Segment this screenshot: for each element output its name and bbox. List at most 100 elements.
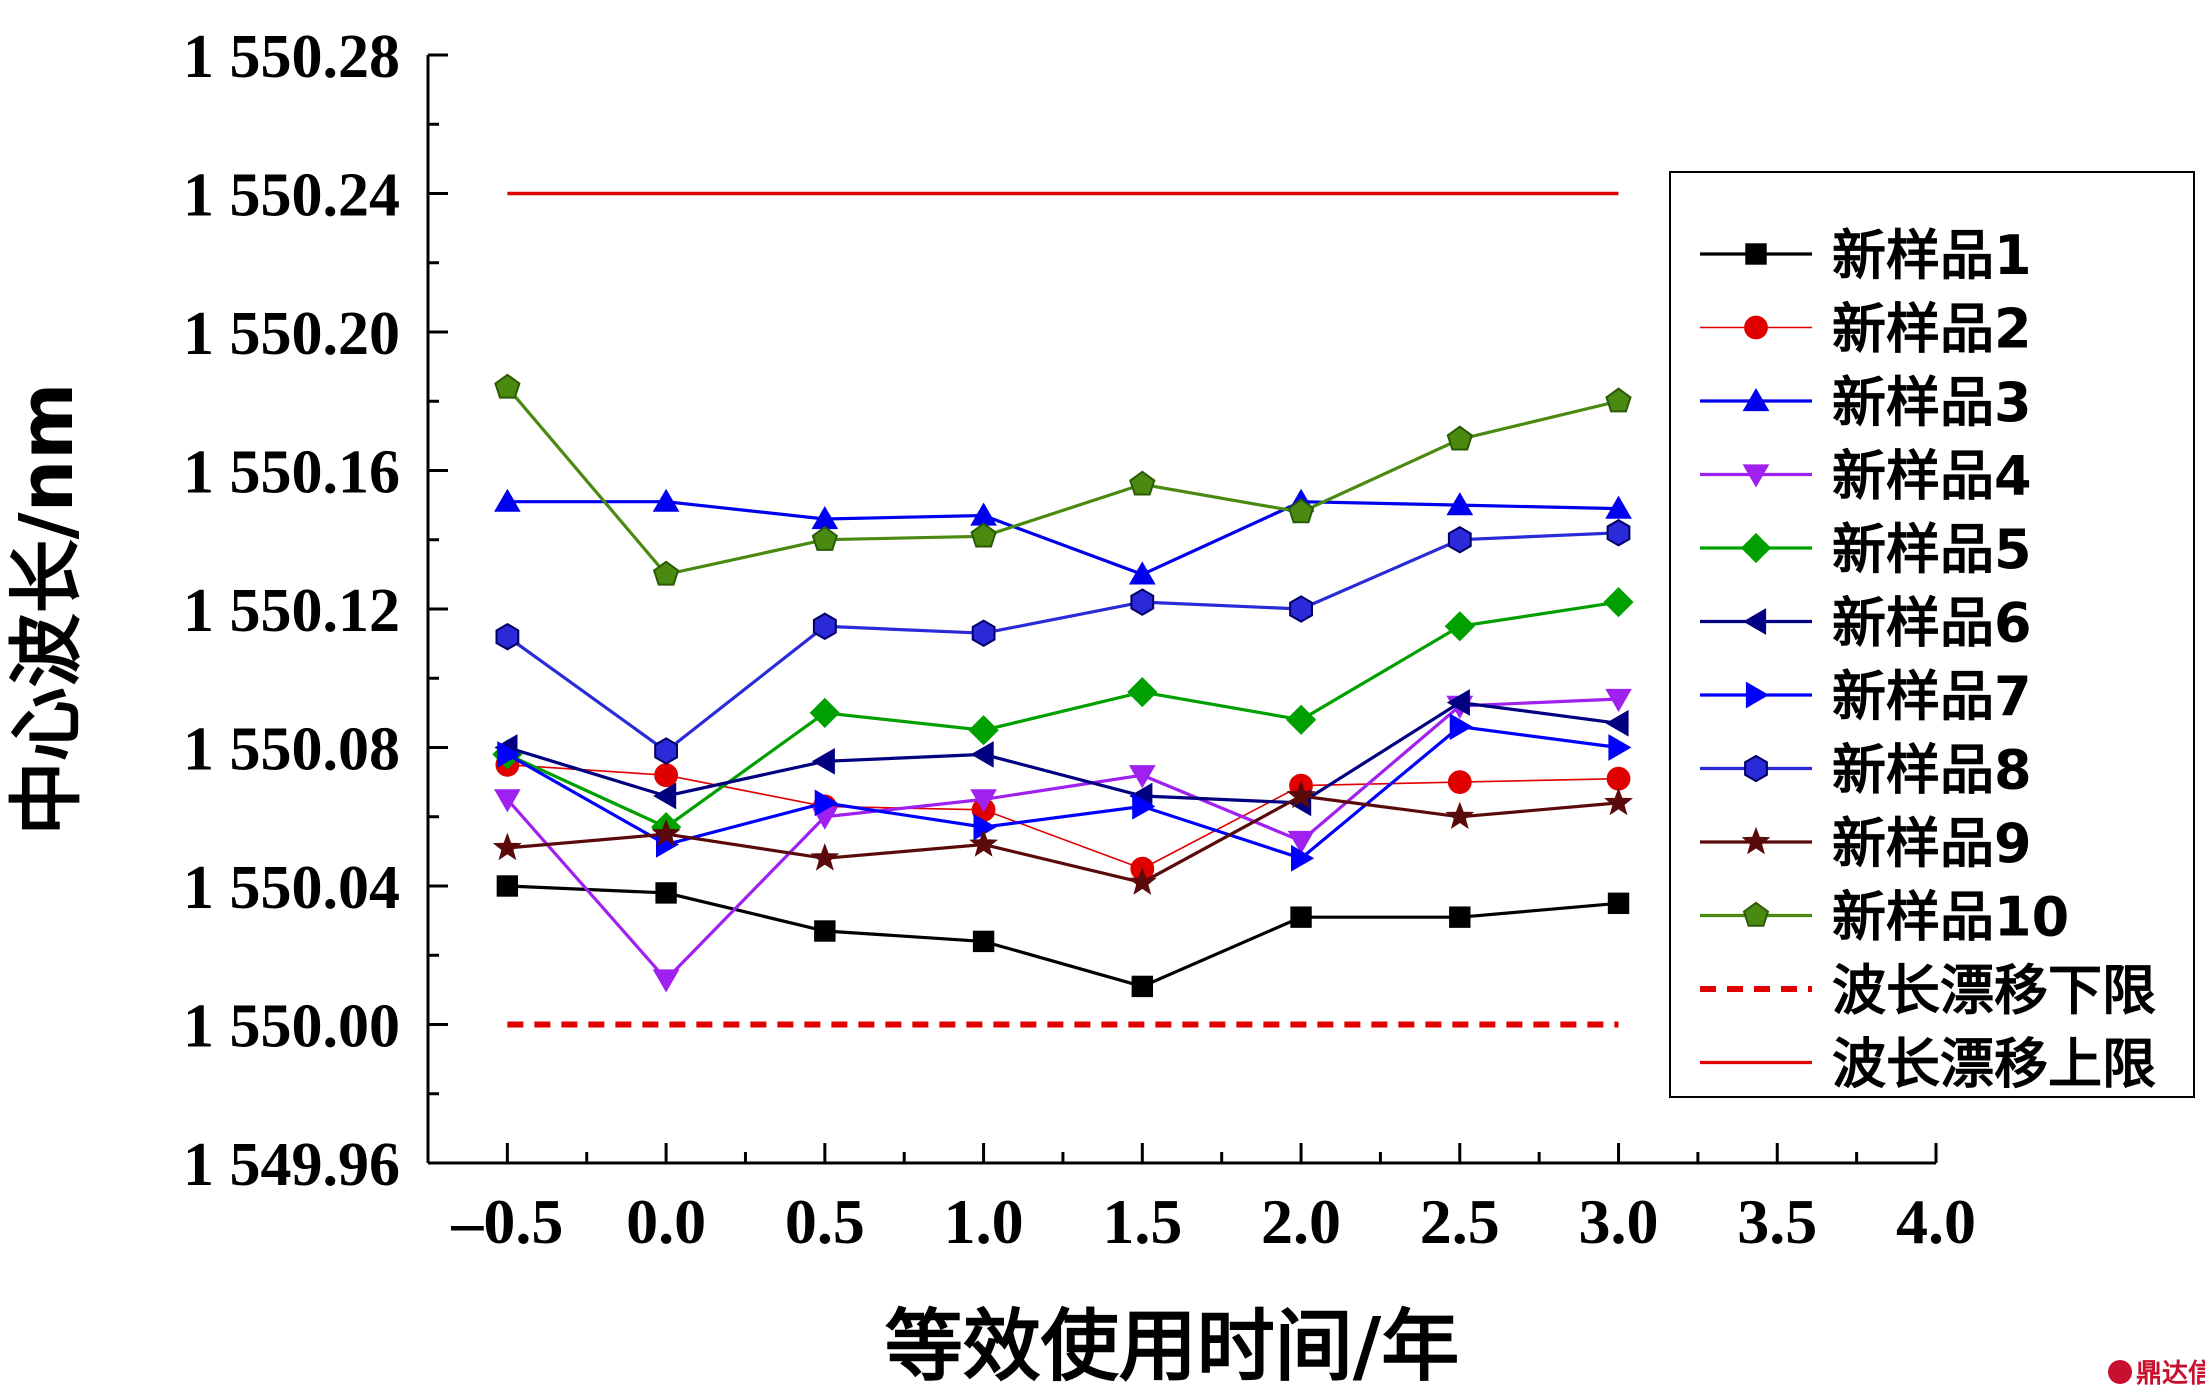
series-line xyxy=(506,600,1619,829)
star-marker xyxy=(1127,867,1157,895)
legend-label: 新样品9 xyxy=(1832,812,2032,875)
legend-item: 新样品6 xyxy=(1700,592,2032,655)
square-marker xyxy=(1290,906,1312,928)
y-axis-title: 中心波长/nm xyxy=(4,383,90,836)
star-marker xyxy=(969,829,999,857)
legend-item: 新样品8 xyxy=(1700,739,2032,802)
triangle-up-marker xyxy=(494,488,521,512)
series-1 xyxy=(496,875,1630,998)
x-tick-label: 1.5 xyxy=(1102,1186,1182,1257)
triangle-left-marker xyxy=(1743,608,1767,635)
triangle-down-marker xyxy=(1128,765,1156,789)
triangle-right-marker xyxy=(497,741,521,768)
pentagon-marker xyxy=(652,560,680,586)
legend-items: 新样品1 新样品2 新样品3 新样品4 新样品5 新样品6 新样品7 新样品8 新样品9 新样品1… xyxy=(1700,224,2156,1096)
triangle-down-marker xyxy=(652,969,680,993)
legend-label: 新样品6 xyxy=(1832,592,2032,655)
hexagon-marker xyxy=(1606,519,1631,547)
triangle-right-marker xyxy=(1449,713,1473,741)
legend-item: 新样品10 xyxy=(1700,886,2069,949)
triangle-left-marker xyxy=(1446,689,1470,716)
star-marker xyxy=(810,843,840,871)
series-line xyxy=(506,697,1619,982)
pentagon-marker xyxy=(1287,498,1315,524)
tick-labels: 1 549.96 1 550.00 1 550.04 1 550.08 1 550.12… xyxy=(183,23,1976,1257)
triangle-right-marker xyxy=(814,789,838,817)
hexagon-marker xyxy=(971,619,996,647)
diamond-marker xyxy=(968,715,999,746)
y-tick-label: 1 549.96 xyxy=(183,1131,400,1199)
legend-label: 新样品1 xyxy=(1832,224,2032,287)
series-9 xyxy=(492,780,1634,895)
legend-item: 波长漂移下限 xyxy=(1700,959,2156,1022)
legend-label: 波长漂移上限 xyxy=(1832,1033,2156,1096)
axes xyxy=(426,53,1938,1165)
pentagon-marker xyxy=(494,373,521,399)
series-8 xyxy=(495,519,1631,765)
legend-label: 新样品8 xyxy=(1832,739,2032,802)
legend-item: 新样品4 xyxy=(1700,445,2032,508)
y-tick-label: 1 550.28 xyxy=(183,23,400,91)
star-marker xyxy=(1286,780,1316,809)
series-line xyxy=(507,794,1619,885)
square-marker xyxy=(972,930,995,953)
y-tick-label: 1 550.24 xyxy=(183,162,400,230)
x-tick-label: 3.5 xyxy=(1737,1186,1817,1257)
triangle-up-marker xyxy=(1128,561,1156,585)
legend-item: 新样品7 xyxy=(1700,665,2032,728)
star-marker xyxy=(1445,801,1475,830)
y-tick-label: 1 550.00 xyxy=(183,993,400,1061)
x-tick-label: –0.5 xyxy=(450,1186,563,1257)
legend-label: 新样品2 xyxy=(1832,298,2032,361)
x-tick-label: 3.0 xyxy=(1579,1186,1659,1257)
series-line xyxy=(507,500,1619,577)
hexagon-marker xyxy=(1447,525,1472,554)
y-tick-label: 1 550.16 xyxy=(183,439,400,507)
legend-label: 新样品5 xyxy=(1832,518,2032,581)
triangle-left-marker xyxy=(653,782,677,810)
square-marker xyxy=(814,920,836,942)
square-marker xyxy=(1607,892,1630,915)
series-line xyxy=(506,700,1619,805)
triangle-right-marker xyxy=(1608,734,1632,761)
x-tick-label: 0.5 xyxy=(785,1186,865,1257)
square-marker xyxy=(1449,906,1471,928)
pentagon-marker xyxy=(811,525,838,551)
triangle-up-marker xyxy=(1605,495,1632,519)
triangle-down-marker xyxy=(1287,830,1315,855)
triangle-down-marker xyxy=(970,789,997,813)
diamond-marker xyxy=(1285,704,1317,735)
star-marker xyxy=(651,818,681,847)
legend-label: 新样品10 xyxy=(1832,886,2069,949)
legend-label: 新样品7 xyxy=(1832,665,2032,728)
series-10 xyxy=(494,373,1632,586)
legend-item: 新样品5 xyxy=(1700,518,2032,581)
star-marker xyxy=(1604,787,1634,816)
x-axis-title: 等效使用时间/年 xyxy=(885,1302,1460,1392)
x-tick-label: 1.0 xyxy=(944,1186,1024,1257)
hexagon-marker xyxy=(1130,588,1155,616)
y-tick-label: 1 550.08 xyxy=(183,716,400,784)
square-marker xyxy=(655,882,677,904)
watermark-text: 鼎达信 xyxy=(2136,1359,2205,1389)
legend-item: 新样品2 xyxy=(1700,298,2032,361)
watermark-logo-icon xyxy=(2108,1360,2132,1384)
square-marker xyxy=(1745,243,1767,265)
pentagon-marker xyxy=(1446,425,1473,451)
x-tick-label: 2.0 xyxy=(1261,1186,1341,1257)
hexagon-marker xyxy=(1744,754,1768,783)
circle-marker xyxy=(1606,766,1631,791)
pentagon-marker xyxy=(970,522,997,548)
triangle-right-marker xyxy=(1291,844,1315,872)
triangle-down-marker xyxy=(494,789,521,813)
y-tick-label: 1 550.12 xyxy=(183,577,400,645)
triangle-right-marker xyxy=(1745,681,1769,709)
x-tick-label: 0.0 xyxy=(626,1186,706,1257)
diamond-marker xyxy=(1603,586,1634,618)
series-line xyxy=(506,531,1619,754)
circle-marker xyxy=(654,763,679,788)
triangle-left-marker xyxy=(811,748,835,775)
triangle-up-marker xyxy=(652,488,680,512)
hexagon-marker xyxy=(812,612,837,641)
